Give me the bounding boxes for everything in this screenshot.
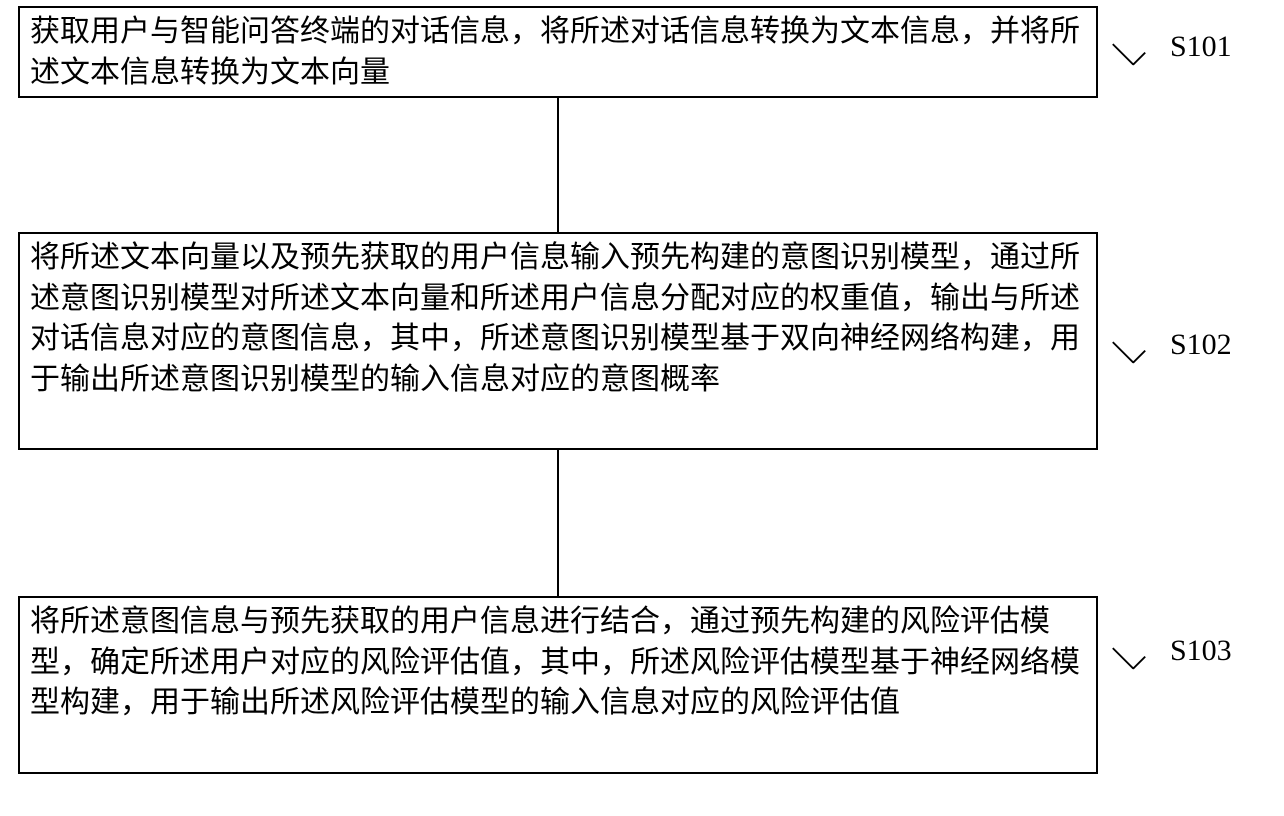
node-text: 将所述文本向量以及预先获取的用户信息输入预先构建的意图识别模型，通过所述意图识别… <box>30 241 1080 396</box>
edge-s102-s103 <box>557 450 559 596</box>
flow-node-s101: 获取用户与智能问答终端的对话信息，将所述对话信息转换为文本信息，并将所述文本信息… <box>18 6 1098 98</box>
node-text: 将所述意图信息与预先获取的用户信息进行结合，通过预先构建的风险评估模型，确定所述… <box>30 605 1080 719</box>
node-label-s103: S103 <box>1170 634 1232 668</box>
label-connector-s101 <box>1112 32 1146 66</box>
label-connector-s103 <box>1112 636 1146 670</box>
node-text: 获取用户与智能问答终端的对话信息，将所述对话信息转换为文本信息，并将所述文本信息… <box>30 15 1080 89</box>
flow-node-s103: 将所述意图信息与预先获取的用户信息进行结合，通过预先构建的风险评估模型，确定所述… <box>18 596 1098 774</box>
node-label-s102: S102 <box>1170 328 1232 362</box>
flowchart-canvas: 获取用户与智能问答终端的对话信息，将所述对话信息转换为文本信息，并将所述文本信息… <box>0 0 1284 816</box>
node-label-s101: S101 <box>1170 30 1232 64</box>
label-connector-s102 <box>1112 330 1146 364</box>
flow-node-s102: 将所述文本向量以及预先获取的用户信息输入预先构建的意图识别模型，通过所述意图识别… <box>18 232 1098 450</box>
edge-s101-s102 <box>557 98 559 232</box>
